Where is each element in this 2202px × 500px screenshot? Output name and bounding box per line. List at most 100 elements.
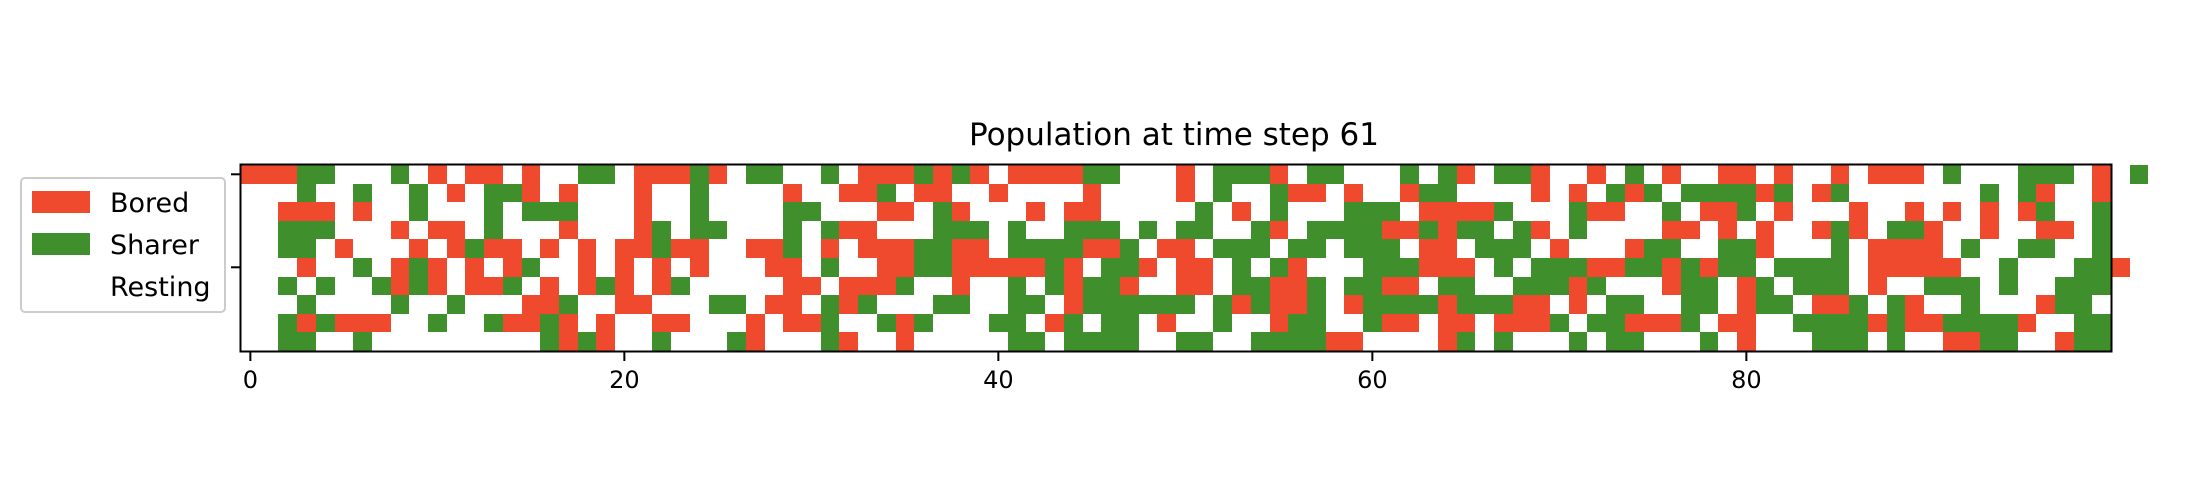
cell-bored [1756,221,1774,239]
cell-bored [1831,165,1849,184]
cell-sharer [802,202,821,221]
cell-bored [1344,332,1363,351]
cell-bored [391,221,409,239]
cell-bored [1812,184,1831,202]
cell-bored [952,239,970,258]
cell-sharer [1718,239,1737,258]
cell-bored [821,239,839,258]
chart-title: Population at time step 61 [969,117,1379,153]
cell-bored [2092,184,2111,202]
cell-sharer [765,165,783,184]
cell-bored [428,165,447,184]
cell-sharer [1083,221,1101,239]
cell-sharer [1026,295,1045,314]
cell-bored [1513,314,1531,332]
cell-bored [1737,332,1756,351]
cell-bored [1961,332,1980,351]
cell-sharer [1008,221,1026,239]
cell-sharer [1400,165,1419,184]
cell-sharer [522,258,540,277]
x-tick-label: 40 [983,366,1014,394]
cell-bored [1774,202,1793,221]
cell-bored [1457,258,1475,277]
cell-bored [1083,239,1101,258]
cell-bored [428,221,447,239]
cell-sharer [1419,184,1438,202]
cell-bored [1718,165,1737,184]
cell-sharer [1831,332,1849,351]
cell-sharer [1064,239,1083,258]
cell-bored [465,277,484,295]
cell-sharer [1064,314,1083,332]
cell-bored [2036,184,2055,202]
cell-sharer [1270,258,1288,277]
cell-bored [1868,314,1887,332]
cell-sharer [1307,165,1326,184]
cell-sharer [1718,258,1737,277]
cell-bored [335,314,353,332]
cell-sharer [1774,258,1793,277]
cell-sharer [1326,221,1344,239]
cell-bored [2111,258,2130,277]
cell-bored [765,239,783,258]
cell-sharer [914,314,933,332]
cell-sharer [2036,165,2055,184]
cell-bored [335,239,353,258]
cell-bored [559,184,578,202]
cell-bored [297,258,316,277]
cell-bored [1232,295,1251,314]
cell-sharer [970,221,989,239]
cell-bored [783,277,802,295]
cell-bored [1662,277,1681,295]
cell-sharer [1139,221,1157,239]
cell-sharer [1943,314,1961,332]
cell-sharer [1101,295,1120,314]
cell-bored [2055,221,2074,239]
cell-bored [1718,202,1737,221]
cell-bored [783,184,802,202]
cell-sharer [353,332,372,351]
cell-bored [1943,258,1961,277]
cell-sharer [2092,202,2111,221]
cell-bored [484,165,503,184]
cell-sharer [353,184,372,202]
cell-bored [409,239,428,258]
cell-bored [1905,239,1924,258]
cell-bored [1288,184,1307,202]
cell-bored [1045,165,1064,184]
cell-sharer [1737,184,1756,202]
cell-sharer [2018,184,2036,202]
cell-bored [1045,314,1064,332]
cell-bored [652,165,671,184]
cell-sharer [1438,184,1457,202]
cell-sharer [821,295,839,314]
cell-sharer [1344,221,1363,239]
cell-sharer [2055,277,2074,295]
cell-bored [1026,258,1045,277]
cell-sharer [690,202,709,221]
cell-sharer [1737,258,1756,277]
cell-bored [1307,184,1326,202]
cell-sharer [1213,295,1232,314]
cell-sharer [1382,295,1400,314]
cell-sharer [297,184,316,202]
cell-sharer [1831,184,1849,202]
cell-sharer [1494,165,1513,184]
cell-sharer [447,295,465,314]
cell-bored [1905,165,1924,184]
cell-sharer [297,221,316,239]
cell-bored [1905,295,1924,314]
cell-bored [2055,332,2074,351]
cell-bored [652,277,671,295]
cell-bored [316,202,335,221]
cell-sharer [1700,332,1718,351]
cell-sharer [1363,277,1382,295]
cell-sharer [1363,221,1382,239]
cell-sharer [1531,277,1550,295]
cell-sharer [933,295,952,314]
cell-sharer [821,314,839,332]
cell-sharer [578,332,596,351]
cell-bored [858,184,877,202]
cell-bored [896,332,914,351]
cell-sharer [1064,221,1083,239]
